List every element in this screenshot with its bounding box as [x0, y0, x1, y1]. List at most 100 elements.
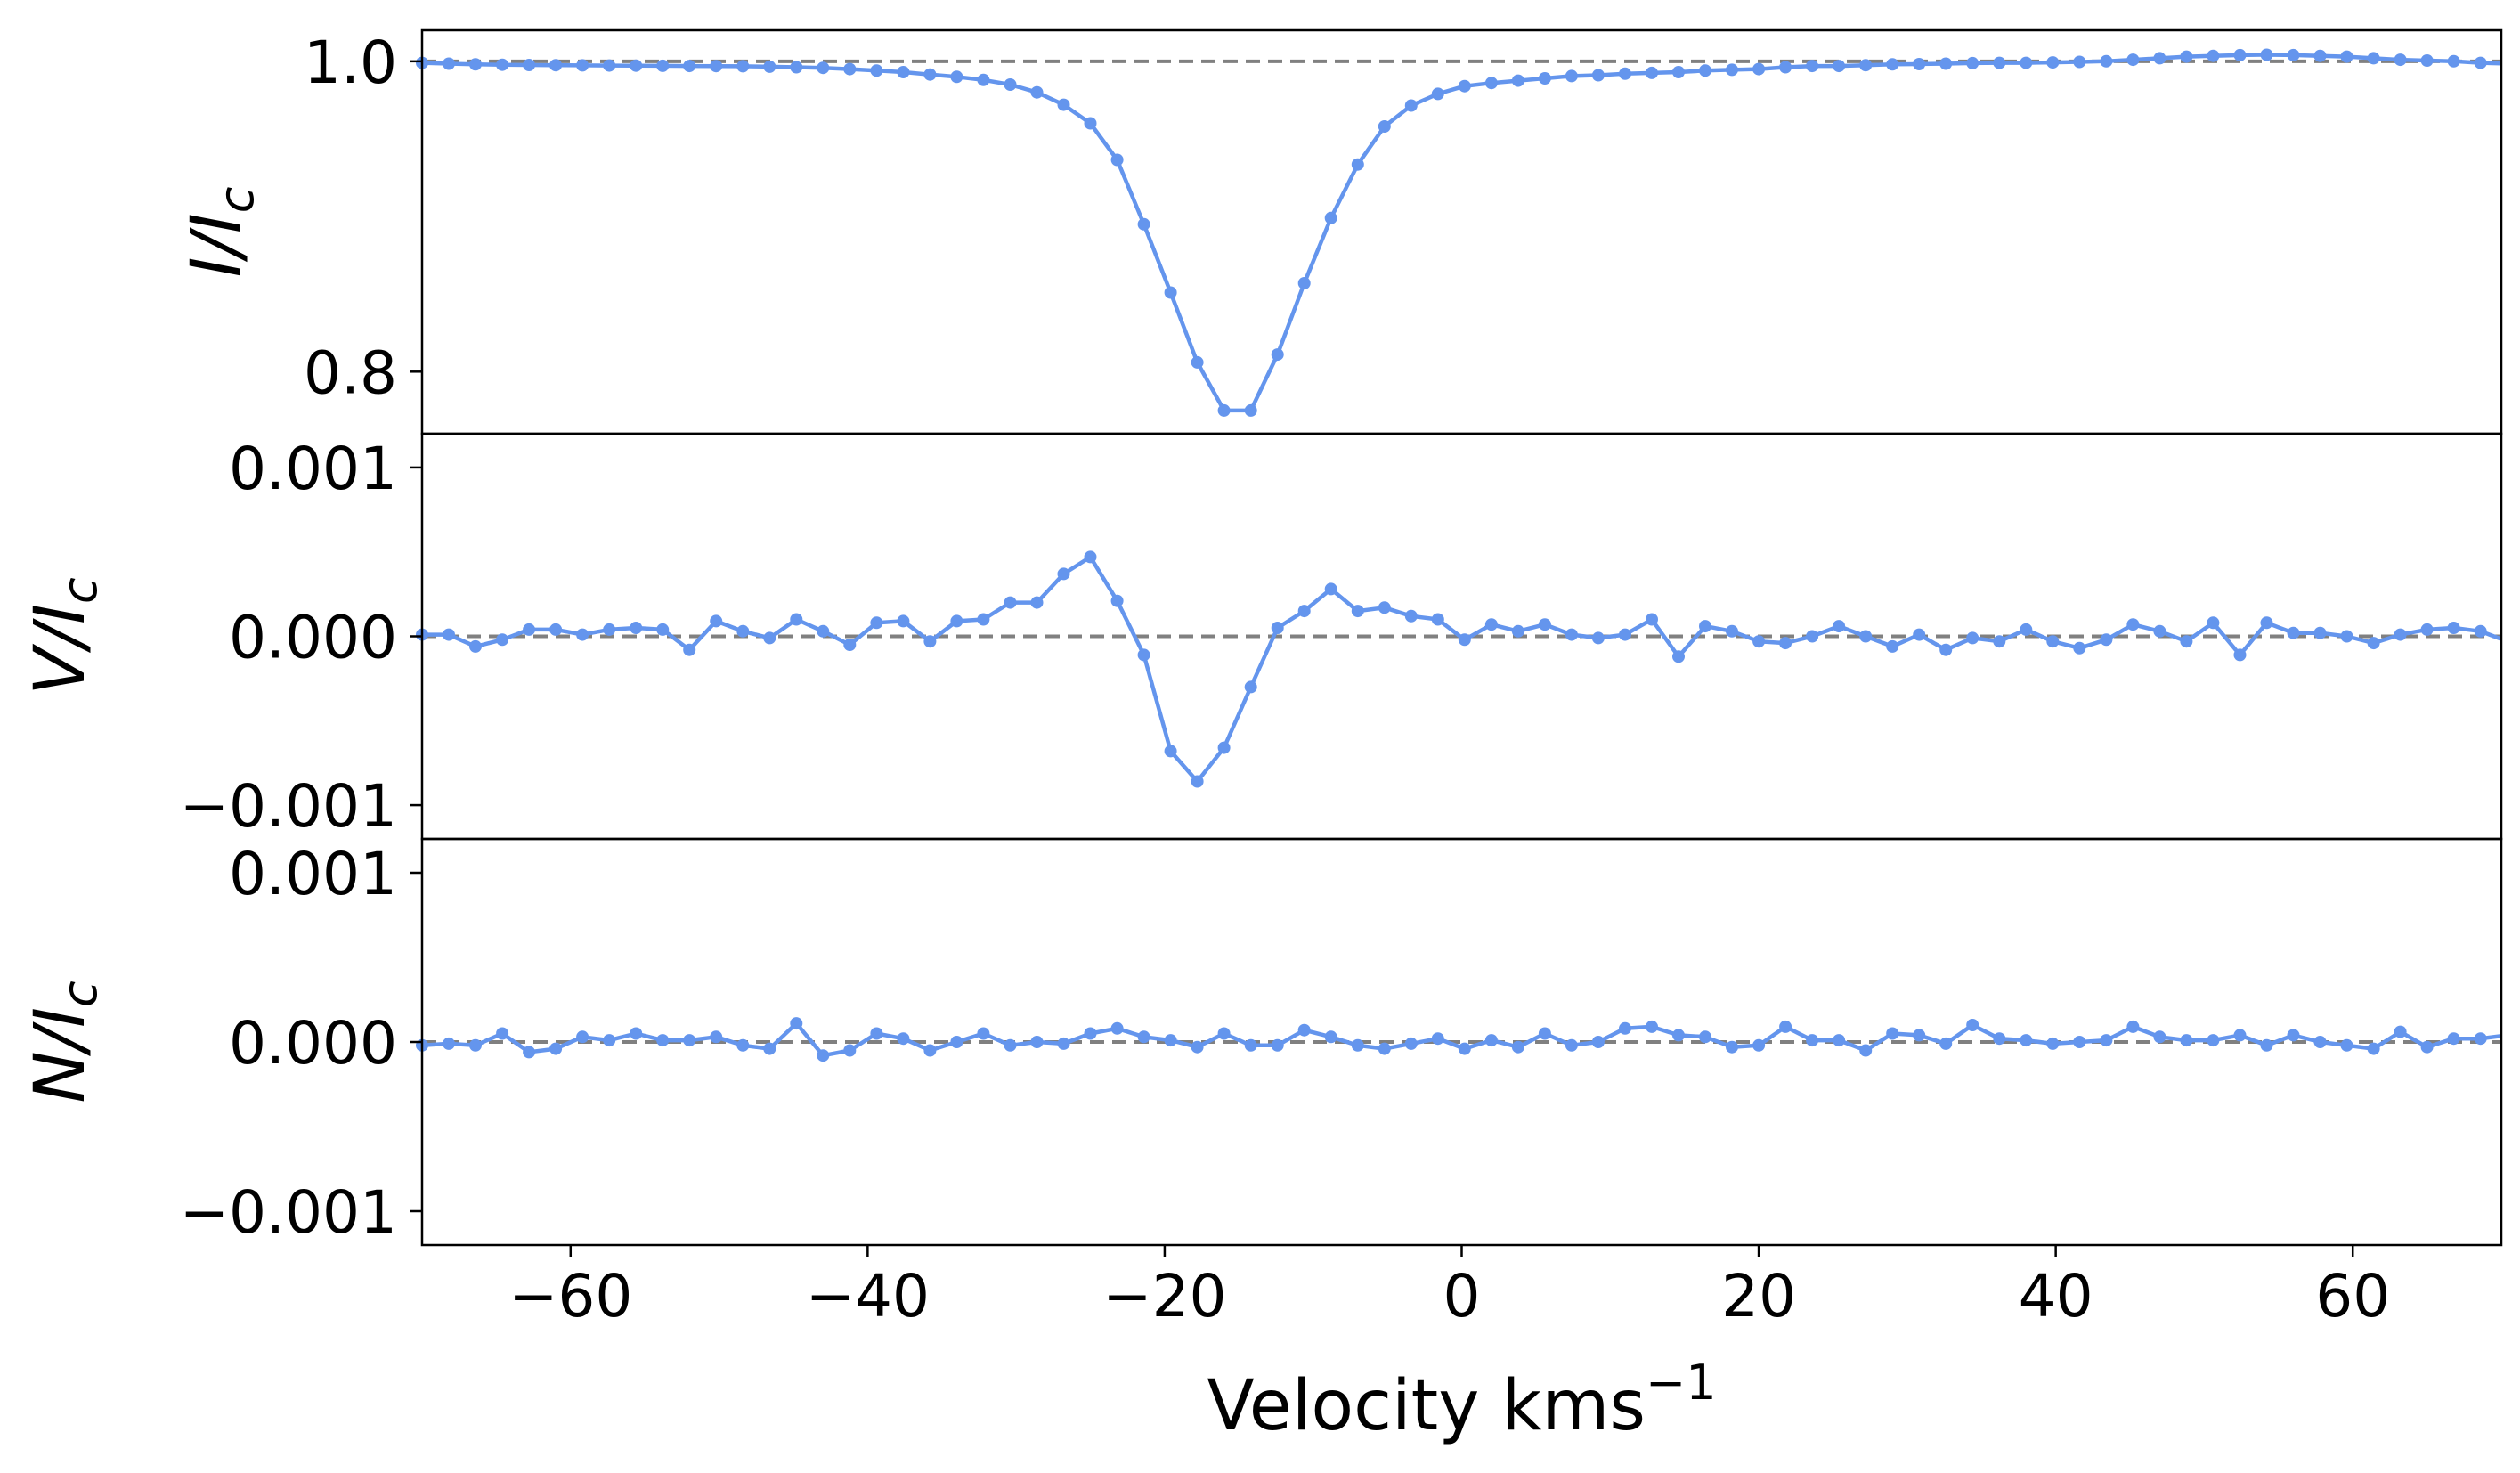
- panel-intensity-y-axis-title: I/Ic: [177, 187, 264, 278]
- panel-intensity-data-point: [790, 61, 803, 74]
- panel-stokes-v-data-point: [603, 623, 616, 636]
- panel-null-data-point: [1886, 1027, 1899, 1040]
- panel-intensity-data-point: [1164, 286, 1177, 299]
- panel-null-data-point: [2420, 1040, 2434, 1054]
- panel-null-data-point: [710, 1030, 723, 1044]
- panel-stokes-v-data-point: [2367, 637, 2380, 650]
- panel-stokes-v-data-point: [1110, 594, 1124, 607]
- panel-null-data-point: [1351, 1038, 1364, 1052]
- panel-stokes-v-data-point: [1726, 624, 1738, 638]
- panel-null-data-point: [1271, 1038, 1284, 1052]
- panel-null-data-point: [1726, 1040, 1738, 1054]
- x-tick-label: −40: [806, 1262, 930, 1331]
- panel-intensity-series-line: [422, 53, 2501, 413]
- panel-null-data-point: [1538, 1027, 1551, 1040]
- panel-intensity-data-point: [923, 68, 937, 81]
- panel-intensity-data-point: [710, 60, 723, 73]
- panel-stokes-v-data-point: [1859, 630, 1873, 643]
- panel-stokes-v-data-point: [2260, 616, 2273, 630]
- panel-null-data-point: [1591, 1036, 1605, 1048]
- panel-stokes-v-data-point: [1244, 680, 1257, 694]
- panel-intensity-data-point: [1244, 403, 1257, 417]
- panel-null-data-point: [1752, 1038, 1766, 1052]
- x-tick-label: 40: [2019, 1262, 2093, 1331]
- panel-stokes-v-data-point: [1886, 639, 1899, 653]
- panel-intensity-data-point: [977, 73, 990, 86]
- panel-intensity-data-point: [2313, 49, 2327, 62]
- panel-intensity-data-point: [576, 59, 589, 72]
- panel-intensity-data-point: [1404, 99, 1418, 112]
- panel-intensity-data-point: [683, 60, 696, 73]
- panel-null-data-point: [2100, 1034, 2113, 1047]
- x-axis-title-base: Velocity kms: [1207, 1366, 1646, 1446]
- panel-null: −0.001 0.000 0.001 N/Ic: [20, 837, 2503, 1247]
- panel-null-data-point: [443, 1037, 455, 1050]
- panel-intensity-data-point: [1137, 217, 1150, 231]
- panel-stokes-v-data-point: [630, 622, 643, 634]
- panel-stokes-v-data-point: [1271, 622, 1284, 634]
- panel-stokes-v-data-point: [1404, 609, 1418, 623]
- panel-intensity-data-point: [1297, 277, 1311, 289]
- panel-null-data-point: [1913, 1029, 1926, 1042]
- panel-intensity-data-point: [1779, 61, 1792, 74]
- panel-intensity-data-point: [1859, 59, 1873, 72]
- panel-null-data-point: [496, 1027, 509, 1040]
- panel-stokes-v-data-point: [1217, 741, 1231, 754]
- panel-stokes-v-data-point: [2020, 623, 2033, 636]
- panel-intensity-data-point: [736, 60, 750, 73]
- panel-stokes-v-data-point: [1431, 613, 1444, 626]
- panel-null-data-point: [977, 1027, 990, 1040]
- panel-null-data-point: [1484, 1034, 1498, 1047]
- panel-intensity-data-point: [2420, 54, 2434, 67]
- panel-stokes-v-data-point: [1752, 635, 1766, 648]
- panel-stokes-v-data-point: [923, 635, 937, 648]
- panel-intensity-y-axis-title-base: I/I: [177, 213, 257, 277]
- panel-stokes-v-data-point: [1057, 567, 1070, 581]
- panel-intensity-data-point: [1004, 78, 1017, 91]
- panel-intensity-data-point: [2340, 50, 2353, 63]
- panel-null-data-point: [2233, 1029, 2247, 1042]
- panel-stokes-v-data-point: [469, 639, 482, 653]
- panel-null-data-point: [1217, 1027, 1231, 1040]
- x-tick-label: 20: [1721, 1262, 1796, 1331]
- panel-intensity-data-point: [1886, 58, 1899, 71]
- panel-stokes-v-data-point: [1084, 550, 1097, 564]
- panel-stokes-v-data-point: [710, 614, 723, 628]
- panel-null-data-point: [817, 1049, 830, 1062]
- panel-null-data-point: [843, 1044, 857, 1057]
- panel-intensity-data-point: [1591, 69, 1605, 82]
- panel-intensity-data-point: [1672, 66, 1685, 78]
- panel-intensity-data-point: [1351, 158, 1364, 171]
- panel-null-data-point: [2447, 1032, 2460, 1046]
- x-tick-label: 0: [1443, 1262, 1481, 1331]
- panel-stokes-v-data-point: [1324, 582, 1337, 596]
- panel-null-data-point: [1057, 1037, 1070, 1050]
- panel-null-data-point: [469, 1038, 482, 1052]
- panel-intensity-data-point: [2447, 54, 2460, 68]
- panel-intensity-y-tick-label: 0.8: [304, 338, 397, 407]
- panel-intensity-data-point: [897, 66, 910, 78]
- panel-stokes-v-data-point: [950, 614, 963, 628]
- panel-stokes-v-data-point: [1993, 635, 2006, 648]
- panel-intensity-data-point: [1619, 67, 1631, 80]
- panel-null-data-point: [683, 1034, 696, 1047]
- panel-null-data-point: [2474, 1032, 2487, 1046]
- panel-null-data-point: [1806, 1034, 1819, 1047]
- panel-intensity-data-point: [2153, 52, 2166, 65]
- panel-intensity-data-point: [443, 57, 455, 70]
- panel-stokes-v: −0.001 0.000 0.001 V/Ic: [20, 432, 2503, 841]
- panel-intensity-data-point: [1378, 120, 1391, 133]
- panel-stokes-v-data-point: [1913, 628, 1926, 641]
- panel-null-data-point: [1431, 1032, 1444, 1046]
- panel-stokes-v-data-point: [576, 628, 589, 641]
- panel-null-data-point: [1004, 1038, 1017, 1052]
- panel-intensity-data-point: [1484, 77, 1498, 90]
- panel-null-data-point: [603, 1034, 616, 1047]
- panel-intensity-data-point: [603, 59, 616, 72]
- panel-intensity-data-point: [817, 61, 830, 75]
- panel-null-data-point: [790, 1017, 803, 1030]
- panel-stokes-v-data-point: [870, 616, 883, 630]
- panel-stokes-v-series-line: [422, 555, 2501, 784]
- panel-null-data-point: [2126, 1020, 2140, 1033]
- panel-intensity-data-point: [1030, 85, 1044, 99]
